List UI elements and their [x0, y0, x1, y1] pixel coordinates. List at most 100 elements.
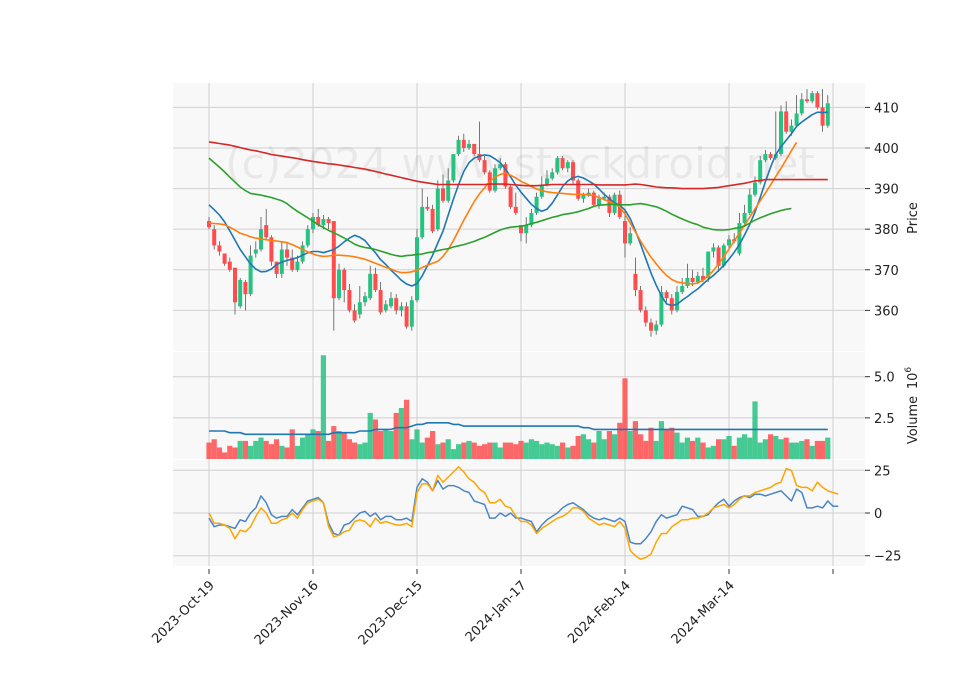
candle-body [425, 206, 430, 209]
volume-bar [596, 431, 602, 459]
volume-bar [747, 437, 753, 459]
candle-body [290, 257, 295, 270]
volume-bar [539, 444, 545, 459]
candle-body [285, 249, 289, 258]
candle-body [269, 237, 274, 262]
volume-bar [513, 444, 519, 459]
candle-body [404, 306, 409, 327]
candle-body [493, 168, 497, 191]
volume-bar [825, 437, 831, 459]
candle-body [311, 217, 315, 230]
volume-bar [648, 427, 654, 459]
candle-body [253, 249, 258, 254]
volume-bar [222, 452, 228, 459]
moving-average-line [208, 141, 828, 190]
candle-body [326, 219, 331, 224]
volume-bar [430, 431, 436, 459]
volume-bar [820, 440, 826, 459]
candle-body [394, 298, 399, 311]
candle-body [685, 277, 690, 287]
price-tick-label: 410 [874, 101, 899, 116]
candle-body [675, 292, 679, 311]
volume-bar [383, 429, 389, 459]
volume-bar [450, 449, 456, 459]
volume-bar [570, 445, 576, 459]
volume-bar [804, 439, 810, 459]
volume-bar [362, 442, 368, 459]
volume-bar [305, 434, 311, 459]
volume-bar [773, 435, 779, 459]
price-tick-label: 370 [874, 264, 899, 279]
volume-bar [284, 447, 290, 459]
candle-body [461, 139, 466, 148]
candle-body [550, 172, 555, 179]
candle-body [352, 310, 357, 321]
candle-body [467, 143, 471, 148]
candle-body [654, 324, 659, 331]
candle-body [399, 306, 404, 311]
volume-bar [684, 437, 690, 459]
candle-body [435, 188, 440, 230]
candle-body [784, 111, 789, 132]
volume-bar [372, 419, 378, 459]
volume-bar [232, 447, 238, 459]
candle-body [805, 99, 809, 102]
candle-body [701, 275, 705, 280]
volume-bar [424, 437, 430, 459]
candle-body [695, 275, 700, 282]
volume-bar [248, 445, 254, 459]
volume-bar [695, 437, 701, 459]
volume-bar [409, 439, 415, 459]
candle-body [477, 154, 482, 161]
oscillator-tick-label: 0 [874, 507, 882, 522]
candle-body [451, 154, 456, 181]
grid-lines [173, 83, 865, 566]
volume-bar [601, 439, 607, 459]
oscillator-tick-label: 25 [874, 464, 891, 479]
volume-bar [320, 355, 326, 459]
volume-bar [502, 442, 508, 459]
candle-body [571, 162, 575, 181]
candle-body [233, 267, 237, 303]
candle-body [534, 196, 539, 213]
candle-body [643, 310, 648, 323]
candle-body [441, 188, 445, 201]
volume-axis-multiplier: 106 [904, 367, 921, 390]
volume-bar [523, 442, 529, 459]
candle-body [373, 273, 378, 291]
volume-bar [216, 447, 222, 459]
volume-bar [274, 439, 280, 459]
volume-bar [419, 442, 425, 459]
candle-body [794, 113, 799, 126]
candle-body [602, 196, 607, 199]
volume-bar [643, 440, 649, 459]
moving-average-line [208, 141, 798, 285]
volume-bar [591, 442, 597, 459]
candle-body [409, 300, 414, 327]
volume-bar [762, 439, 768, 459]
candle-body [305, 229, 310, 246]
candle-body [347, 290, 352, 311]
volume-bar [378, 431, 384, 459]
candle-body [389, 298, 393, 307]
x-tick-label: 2023-Nov-16 [252, 578, 322, 648]
candle-body [415, 237, 419, 301]
candle-body [300, 245, 305, 262]
volume-bar [778, 439, 784, 459]
candle-body [357, 302, 362, 315]
volume-bar [710, 445, 716, 459]
volume-bar [721, 439, 727, 459]
candle-body [472, 143, 477, 155]
volume-bar [461, 442, 467, 459]
volume-bar [742, 434, 748, 459]
volume-bar [565, 447, 571, 459]
x-tick-label: 2023-Dec-15 [356, 578, 426, 648]
price-tick-label: 360 [874, 304, 899, 319]
volume-bar [606, 431, 612, 459]
volume-bar [435, 444, 441, 459]
candle-body [763, 154, 768, 161]
volume-bar [586, 439, 592, 459]
price-tick-label: 390 [874, 183, 899, 198]
candle-body [638, 290, 643, 311]
